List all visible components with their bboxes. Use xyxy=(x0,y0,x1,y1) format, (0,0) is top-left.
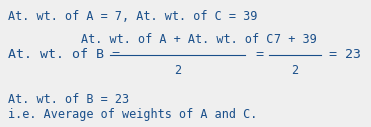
Text: 2: 2 xyxy=(174,64,181,77)
Text: =: = xyxy=(255,49,263,61)
Text: At. wt. of B =: At. wt. of B = xyxy=(8,49,128,61)
Text: 7 + 39: 7 + 39 xyxy=(274,33,316,46)
Text: At. wt. of B = 23: At. wt. of B = 23 xyxy=(8,93,129,106)
Text: i.e. Average of weights of A and C.: i.e. Average of weights of A and C. xyxy=(8,108,257,121)
Text: = 23: = 23 xyxy=(329,49,361,61)
Text: 2: 2 xyxy=(292,64,299,77)
Text: At. wt. of A = 7, At. wt. of C = 39: At. wt. of A = 7, At. wt. of C = 39 xyxy=(8,10,257,23)
Text: At. wt. of A + At. wt. of C: At. wt. of A + At. wt. of C xyxy=(81,33,274,46)
